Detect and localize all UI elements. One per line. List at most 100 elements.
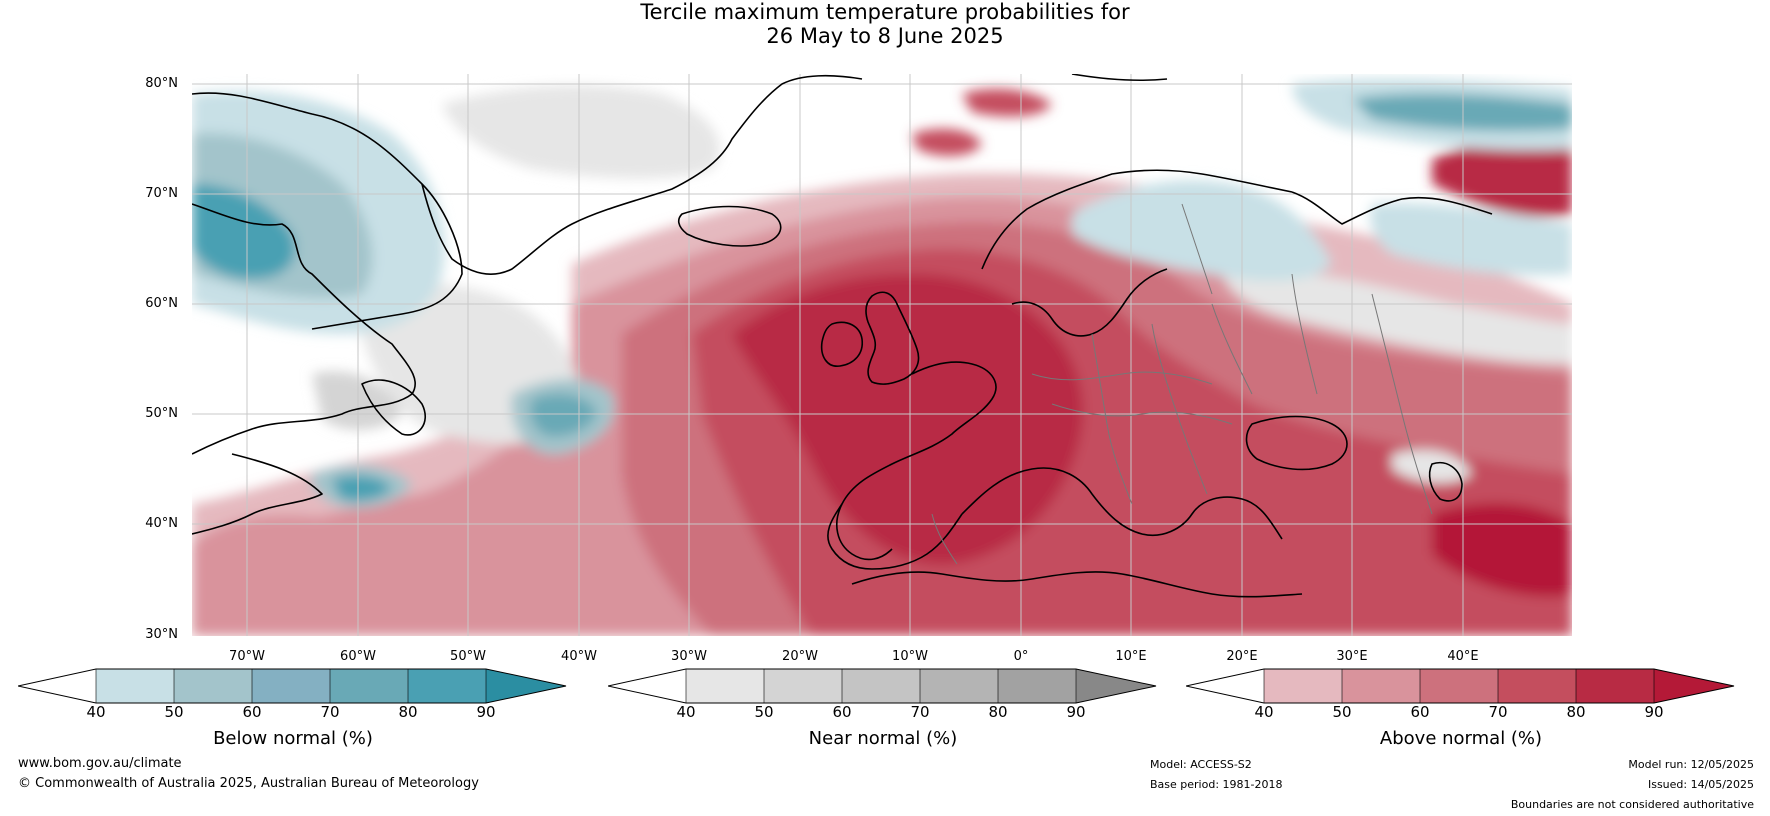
cbar-near-tick-50: 50 [754, 703, 774, 721]
coast-white-sea [1291, 191, 1493, 225]
below-normal-nova-scotia-core [332, 475, 392, 501]
cbar-near-seg-4 [920, 669, 998, 703]
cbar-below-label: Below normal (%) [213, 728, 373, 749]
cbar-below-seg-2 [174, 669, 252, 703]
lon-label-50w: 50°W [450, 649, 486, 664]
cbar-near-seg-2 [764, 669, 842, 703]
near-normal-east-europe [1222, 271, 1572, 364]
lon-label-60w: 60°W [340, 649, 376, 664]
coast-svalbard [1071, 74, 1168, 81]
cbar-above-seg-6 [1654, 669, 1734, 703]
probability-map [192, 74, 1572, 636]
cbar-above-tick-60: 60 [1410, 703, 1430, 721]
cbar-below-seg-1 [96, 669, 174, 703]
coast-newfoundland [361, 379, 427, 436]
lat-label-30n: 30°N [145, 627, 178, 642]
footer-model-run: Model run: 12/05/2025 [1628, 758, 1754, 771]
footer-disclaimer: Boundaries are not considered authoritat… [1510, 798, 1754, 811]
footer-url: www.bom.gov.au/climate [18, 756, 182, 771]
title-line-1: Tercile maximum temperature probabilitie… [640, 0, 1130, 24]
cbar-below-tick-40: 40 [86, 703, 106, 721]
lon-label-10e: 10°E [1115, 649, 1147, 664]
coast-mediterranean-north [961, 467, 1283, 540]
coast-labrador [192, 203, 417, 455]
below-normal-barents-core [1352, 93, 1572, 131]
footer-base-period: Base period: 1981-2018 [1150, 778, 1283, 791]
cbar-below-seg-3 [252, 669, 330, 703]
country-borders [931, 203, 1433, 565]
coast-iceland [677, 205, 782, 247]
cbar-below-tick-50: 50 [164, 703, 184, 721]
cbar-near-seg-1 [686, 669, 764, 703]
below-normal-baffin-80 [192, 184, 296, 279]
lon-label-30w: 30°W [671, 649, 707, 664]
coast-africa-north [851, 571, 1303, 598]
coast-caspian [1428, 462, 1463, 502]
cbar-above-label: Above normal (%) [1379, 728, 1543, 749]
cbar-near-tick-70: 70 [910, 703, 930, 721]
cbar-below-seg-5 [408, 669, 486, 703]
above-normal-70-svalbard [962, 88, 1052, 117]
lat-label-60n: 60°N [145, 296, 178, 311]
footer-copyright: © Commonwealth of Australia 2025, Austra… [18, 776, 479, 791]
lon-label-30e: 30°E [1336, 649, 1368, 664]
cbar-above-tick-50: 50 [1332, 703, 1352, 721]
above-normal-80-nw-russia [1432, 139, 1572, 217]
below-normal-scandinavia [1072, 180, 1332, 281]
lon-label-10w: 10°W [892, 649, 928, 664]
coast-norway [981, 169, 1293, 270]
cbar-above-seg-3 [1420, 669, 1498, 703]
coast-nova-scotia [192, 453, 323, 535]
above-normal-40-sw-atlantic [192, 515, 532, 636]
cbar-below-seg-4 [330, 669, 408, 703]
lat-label-70n: 70°N [145, 186, 178, 201]
coast-black-sea [1245, 415, 1348, 471]
below-normal-west-russia [1370, 203, 1572, 276]
above-normal-70-greenland-sea [912, 128, 982, 156]
footer-issued: Issued: 14/05/2025 [1647, 778, 1754, 791]
cbar-above-seg-2 [1342, 669, 1420, 703]
cbar-near-tick-40: 40 [676, 703, 696, 721]
cbar-above-tick-70: 70 [1488, 703, 1508, 721]
cbar-below-tick-70: 70 [320, 703, 340, 721]
title-line-2: 26 May to 8 June 2025 [766, 24, 1004, 48]
cbar-below-tick-80: 80 [398, 703, 418, 721]
lon-label-40w: 40°W [561, 649, 597, 664]
cbar-above-seg-5 [1576, 669, 1654, 703]
map-title: Tercile maximum temperature probabilitie… [0, 0, 1770, 48]
lat-label-50n: 50°N [145, 406, 178, 421]
cbar-near-tick-60: 60 [832, 703, 852, 721]
near-normal-caspian [1392, 450, 1472, 484]
coast-baffin-island [192, 92, 463, 330]
coast-great-britain [865, 291, 920, 385]
lon-label-40e: 40°E [1447, 649, 1479, 664]
cbar-above-seg-4 [1498, 669, 1576, 703]
cbar-near-seg-6 [1076, 669, 1156, 703]
coast-ireland [820, 321, 864, 367]
cbar-near-tick-80: 80 [988, 703, 1008, 721]
cbar-near-label: Near normal (%) [808, 728, 958, 749]
lat-label-40n: 40°N [145, 516, 178, 531]
footer-model: Model: ACCESS-S2 [1150, 758, 1252, 771]
cbar-below-tick-90: 90 [476, 703, 496, 721]
cbar-near-seg-3 [842, 669, 920, 703]
colorbar-above-normal [1186, 668, 1735, 704]
lat-label-80n: 80°N [145, 76, 178, 91]
above-normal-90-east [1432, 503, 1572, 597]
cbar-above-tick-80: 80 [1566, 703, 1586, 721]
cbar-near-tick-90: 90 [1066, 703, 1086, 721]
near-normal-greenland [442, 85, 720, 179]
lon-label-20w: 20°W [782, 649, 818, 664]
cbar-below-seg-6 [486, 669, 566, 703]
cbar-above-seg-1 [1264, 669, 1342, 703]
coast-greenland [421, 74, 863, 275]
cbar-above-seg-0 [1186, 669, 1264, 703]
colorbar-below-normal [18, 668, 567, 704]
cbar-above-tick-40: 40 [1254, 703, 1274, 721]
probability-field [192, 78, 1572, 636]
lon-label-70w: 70°W [229, 649, 265, 664]
near-normal-50-labrador [312, 371, 402, 430]
graticule [192, 74, 1572, 636]
cbar-above-tick-90: 90 [1644, 703, 1664, 721]
above-normal-80-region [732, 274, 1083, 565]
